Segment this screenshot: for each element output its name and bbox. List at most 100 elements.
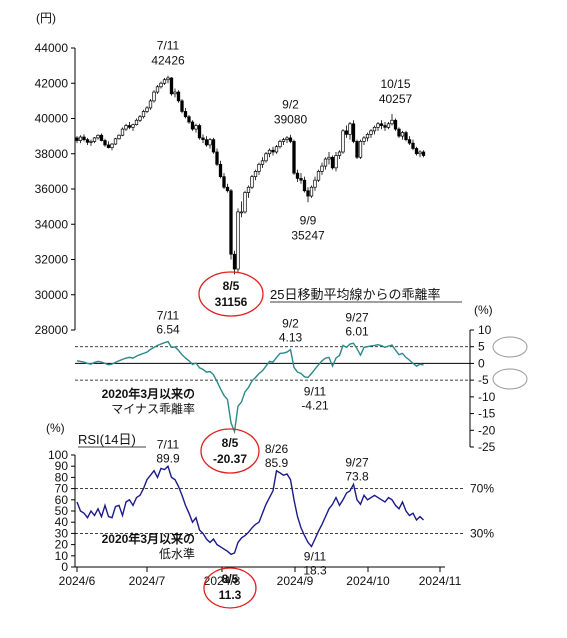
- candle-body-up: [418, 151, 422, 155]
- x-tick-label: 2024/6: [59, 574, 96, 588]
- candle-body-up: [400, 132, 405, 137]
- price-low-circle: [198, 271, 264, 317]
- candle-body-up: [166, 77, 170, 81]
- rsi-tick-label: 100: [48, 448, 68, 462]
- candle: [92, 137, 97, 144]
- candle-body-down: [169, 77, 174, 95]
- candle-body-down: [414, 148, 419, 155]
- candle-body-up: [313, 179, 317, 188]
- candle-body-up: [372, 126, 377, 132]
- candle-body-down: [82, 136, 86, 141]
- deviation-annotation-date: 9/11: [304, 385, 327, 399]
- candle: [362, 136, 366, 145]
- rsi-tick-label: 60: [55, 493, 69, 507]
- candle-body-down: [183, 111, 188, 118]
- candle: [159, 81, 163, 89]
- rsi-tick-label: 70: [55, 482, 69, 496]
- candle: [131, 123, 135, 131]
- candle-body-up: [264, 153, 268, 162]
- candle-body-up: [358, 141, 363, 158]
- candle: [250, 174, 254, 189]
- candle: [166, 75, 170, 84]
- candle-body-down: [271, 149, 275, 153]
- price-annotation-date: 10/15: [380, 77, 410, 91]
- price-tick-label: 40000: [35, 112, 69, 126]
- price-annotation-value: 35247: [291, 228, 325, 242]
- rsi-tick-label: 0: [61, 560, 68, 574]
- rsi-annotation-date: 9/27: [345, 455, 369, 469]
- candle: [239, 201, 244, 218]
- candle-body-up: [141, 111, 146, 118]
- candle: [134, 118, 139, 126]
- candle-body-down: [407, 139, 412, 144]
- candle-body-up: [365, 134, 370, 139]
- candle: [316, 169, 321, 182]
- candle: [103, 138, 107, 147]
- candle: [106, 141, 111, 149]
- price-tick-label: 38000: [35, 147, 69, 161]
- candle-body-up: [239, 211, 244, 214]
- candle: [288, 134, 293, 144]
- candle-body-down: [190, 121, 195, 130]
- price-tick-label: 36000: [35, 182, 69, 196]
- candle-body-down: [99, 134, 104, 141]
- candle: [264, 151, 268, 163]
- candle-body-up: [92, 137, 97, 142]
- candle-body-up: [250, 176, 254, 188]
- candle: [243, 190, 247, 214]
- candle-body-up: [208, 139, 212, 146]
- candle: [113, 137, 118, 145]
- candle: [211, 137, 216, 154]
- deviation-annotation-value: 6.01: [345, 324, 369, 338]
- candle-body-up: [348, 123, 352, 135]
- candle: [145, 106, 149, 114]
- price-unit-label: (円): [36, 11, 56, 25]
- price-tick-label: 32000: [35, 253, 69, 267]
- candle: [365, 132, 370, 142]
- rsi-tick-label: 30: [55, 526, 69, 540]
- deviation-low-value: -20.37: [213, 452, 247, 466]
- candle-body-up: [334, 155, 338, 169]
- candle-body-down: [299, 178, 303, 181]
- candle-body-up: [138, 116, 142, 121]
- candle: [190, 120, 195, 131]
- candle: [246, 185, 251, 198]
- candle: [344, 125, 349, 138]
- rsi-low-circle: [203, 567, 257, 609]
- candle-body-down: [180, 100, 184, 112]
- rsi-annotation-date: 9/11: [304, 550, 327, 564]
- deviation-callout-line2: マイナス乖離率: [111, 401, 195, 416]
- candle: [358, 139, 363, 160]
- candle-body-up: [327, 156, 331, 160]
- rsi-tick-label: 80: [55, 470, 69, 484]
- rsi-annotation-value: 73.8: [345, 469, 369, 483]
- candle: [421, 150, 426, 158]
- candle-body-up: [96, 134, 100, 139]
- candle: [397, 127, 401, 138]
- candle: [281, 137, 286, 145]
- candle: [138, 114, 142, 123]
- candle: [208, 137, 212, 149]
- rsi-annotation-value: 18.3: [303, 564, 327, 578]
- x-tick-label: 2024/7: [129, 574, 166, 588]
- candle-body-down: [187, 116, 191, 123]
- candle: [348, 122, 352, 140]
- rsi-low-date: 8/5: [222, 572, 239, 586]
- deviation-reference-lines: [75, 346, 470, 381]
- x-tick-label: 2024/8: [204, 574, 241, 588]
- candle-body-down: [225, 186, 230, 192]
- rsi-panel: (%) RSI(14日) 70%30% 10090807060504030201…: [46, 421, 494, 609]
- deviation-tick-label: -5: [478, 373, 489, 387]
- candle: [110, 143, 114, 151]
- candle-body-up: [148, 100, 153, 109]
- candle: [194, 123, 198, 133]
- candle: [372, 125, 377, 135]
- rsi-series-line: [76, 465, 424, 556]
- candle: [218, 160, 223, 179]
- price-annotation-value: 42426: [151, 54, 185, 68]
- rsi-tick-label: 50: [55, 504, 69, 518]
- candle: [285, 136, 289, 144]
- candle: [411, 139, 415, 151]
